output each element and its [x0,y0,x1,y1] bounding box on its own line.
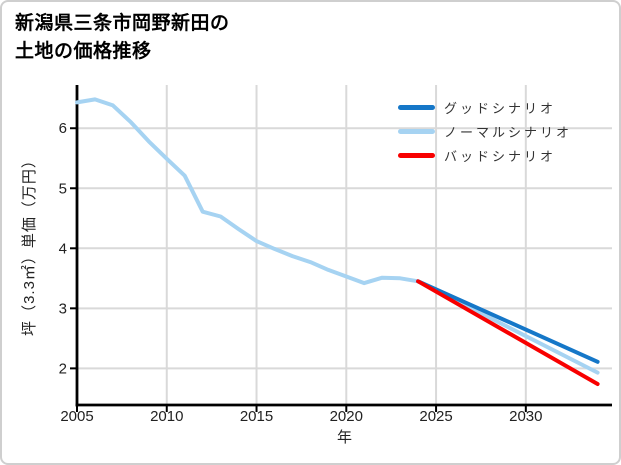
legend-label-good: グッドシナリオ [444,100,557,116]
y-tick-label: 6 [59,120,67,137]
series-line-normal [75,97,600,375]
x-tick-label: 2025 [419,408,452,425]
series-line-bad [416,279,600,386]
legend-item-good: グッドシナリオ [398,95,572,119]
chart-title: 新潟県三条市岡野新田の 土地の価格推移 [15,10,230,66]
legend-swatch-normal-icon [398,128,435,134]
y-tick-label: 4 [59,240,67,257]
x-tick-label: 2015 [240,408,273,425]
legend-swatch-bad-icon [398,152,435,158]
y-tick-label: 2 [59,360,67,377]
legend-swatch-good-icon [398,104,435,110]
y-tick-label: 5 [59,180,67,197]
legend-label-bad: バッドシナリオ [444,148,557,164]
y-axis-label: 坪（3.3㎡）単価（万円） [21,152,38,336]
series-line-good [416,279,600,364]
legend-label-normal: ノーマルシナリオ [444,124,573,140]
chart-title-line2: 土地の価格推移 [15,41,152,62]
x-tick-label: 2020 [330,408,363,425]
legend-item-bad: バッドシナリオ [398,143,572,167]
y-tick-label: 3 [59,300,67,317]
legend-item-normal: ノーマルシナリオ [398,119,572,143]
legend: グッドシナリオ ノーマルシナリオ バッドシナリオ [398,95,572,167]
chart-title-line1: 新潟県三条市岡野新田の [15,13,230,34]
x-tick-label: 2005 [60,408,93,425]
x-tick-label: 2010 [150,408,183,425]
x-tick-label: 2030 [509,408,542,425]
x-axis-label: 年 [336,429,352,446]
